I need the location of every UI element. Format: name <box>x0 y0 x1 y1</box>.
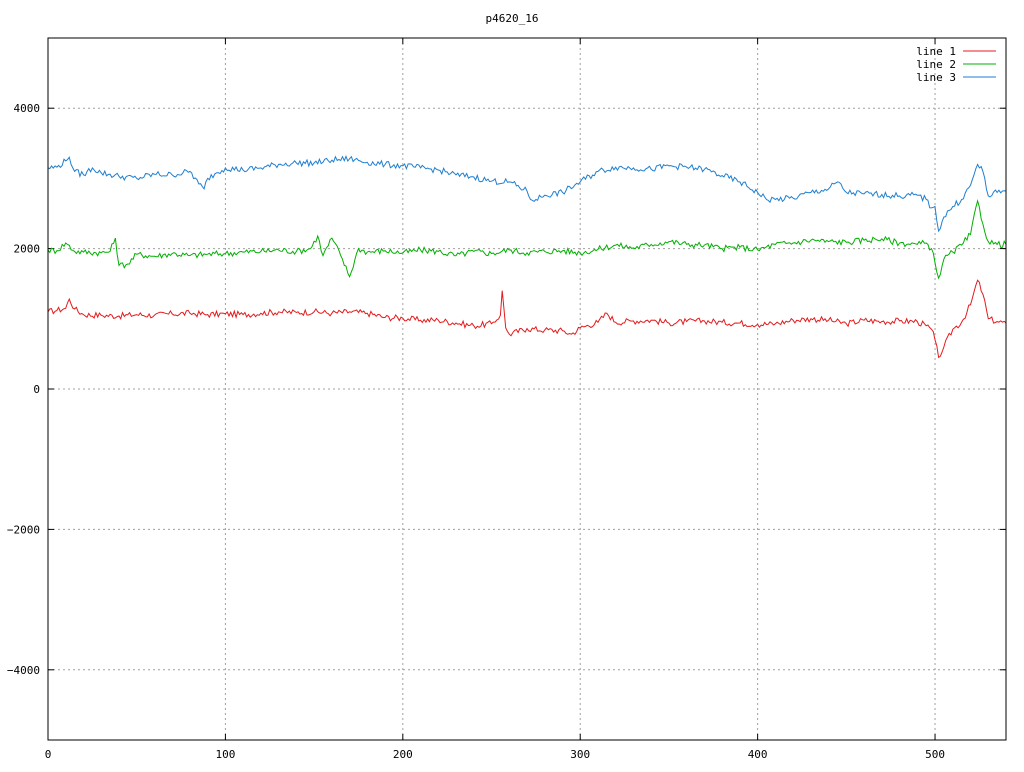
y-tick-label: −2000 <box>7 523 40 536</box>
axes: 0 100 200 300 400 500 −4000 −2000 0 2000 4000 <box>7 38 1006 761</box>
series-line-2 <box>47 199 1007 280</box>
y-tick-label: −4000 <box>7 664 40 677</box>
plot-frame <box>47 37 1007 741</box>
x-tick-label: 400 <box>748 748 768 761</box>
y-tick-label: 2000 <box>14 243 41 256</box>
x-tick-label: 200 <box>393 748 413 761</box>
y-tick-label: 4000 <box>14 102 41 115</box>
x-tick-label: 100 <box>215 748 235 761</box>
y-tick-label: 0 <box>33 383 40 396</box>
x-tick-label: 500 <box>925 748 945 761</box>
legend-label: line 3 <box>916 71 956 84</box>
series-lines <box>47 155 1007 359</box>
legend-label: line 2 <box>916 58 956 71</box>
legend-label: line 1 <box>916 45 956 58</box>
x-tick-label: 0 <box>45 748 52 761</box>
chart-title: p4620_16 <box>486 12 539 25</box>
x-tick-label: 300 <box>570 748 590 761</box>
grid-lines <box>48 38 1006 740</box>
series-line-3 <box>47 155 1007 233</box>
series-line-1 <box>47 279 1007 359</box>
